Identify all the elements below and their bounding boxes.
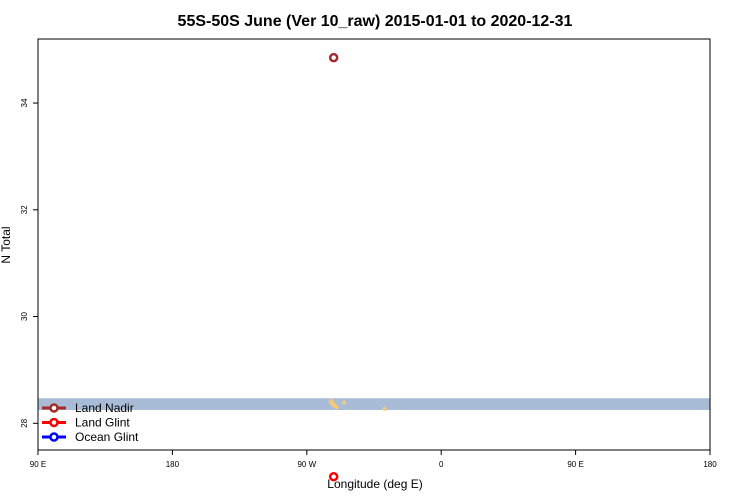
- x-axis-label: Longitude (deg E): [327, 477, 422, 491]
- data-point-land-glint: [328, 471, 339, 482]
- minor-point: [382, 406, 387, 411]
- y-axis: 28 30 32 34: [20, 98, 38, 428]
- minor-points-layer: [328, 398, 387, 411]
- legend-marker: [49, 403, 59, 413]
- legend-label: Ocean Glint: [75, 430, 139, 444]
- data-point-land-nadir: [328, 52, 339, 63]
- legend-marker: [49, 432, 59, 442]
- x-tick-label: 90 E: [30, 460, 46, 469]
- y-tick-label: 34: [20, 98, 29, 107]
- y-axis-label: N Total: [0, 226, 13, 263]
- data-band: [38, 398, 710, 410]
- legend-label: Land Glint: [75, 416, 130, 430]
- series-layer: [328, 52, 339, 482]
- x-axis: 90 E 180 90 W 0 90 E 180: [30, 450, 717, 469]
- legend-label: Land Nadir: [75, 401, 134, 415]
- chart-title: 55S-50S June (Ver 10_raw) 2015-01-01 to …: [178, 13, 573, 30]
- minor-point: [342, 400, 347, 405]
- x-tick-label: 90 W: [297, 460, 316, 469]
- x-tick-label: 180: [703, 460, 717, 469]
- y-tick-label: 30: [20, 312, 29, 321]
- x-tick-label: 90 E: [567, 460, 583, 469]
- x-tick-label: 0: [439, 460, 444, 469]
- data-band-layer: [38, 398, 710, 410]
- legend-marker: [49, 417, 59, 428]
- y-tick-label: 32: [20, 205, 29, 214]
- plot-frame: [37, 38, 711, 451]
- minor-point: [334, 405, 339, 410]
- minor-point: [329, 398, 334, 403]
- x-tick-label: 180: [166, 460, 180, 469]
- y-tick-label: 28: [20, 418, 29, 427]
